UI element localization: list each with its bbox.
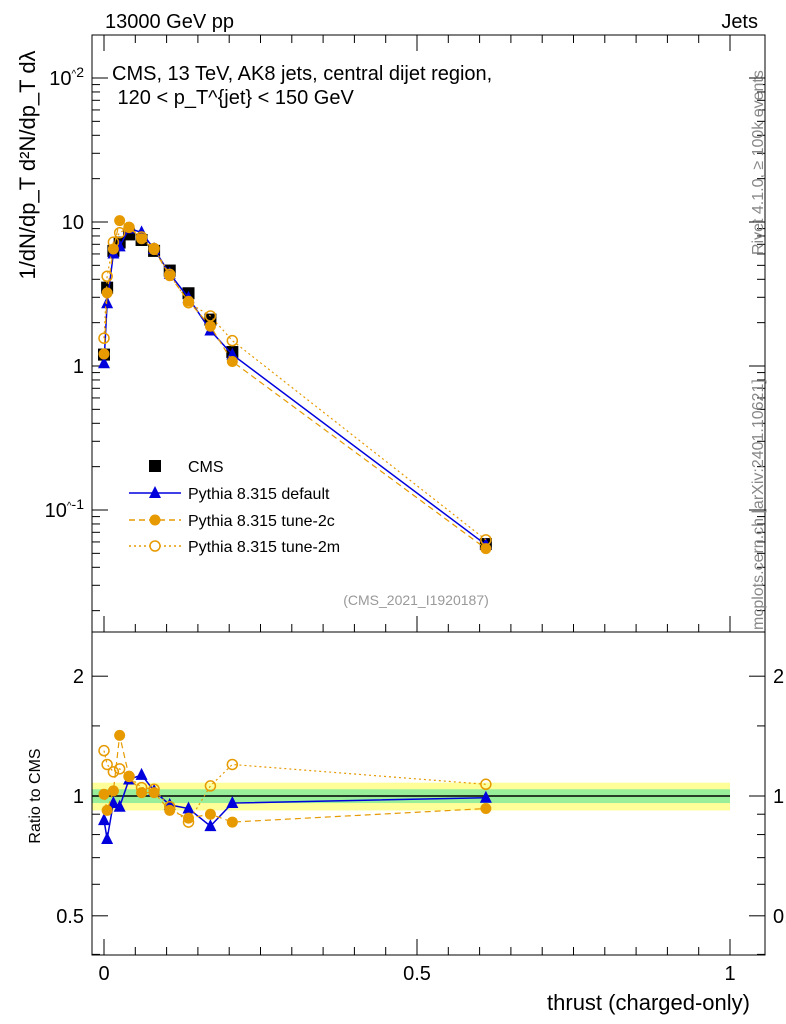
analysis-id: (CMS_2021_I1920187) [343,592,489,608]
x-tick-label: 0.5 [403,963,431,985]
y-tick-label: 10 [62,212,84,234]
data-point-2 [114,215,126,227]
data-point-1 [98,356,110,369]
legend-label: Pythia 8.315 default [188,486,330,503]
legend-label: CMS [188,459,224,476]
ratio-point-3 [182,816,195,828]
ratio-point-2 [148,787,160,799]
ratio-y-tick-label-right: 1 [773,786,784,808]
ratio-point-2 [107,785,119,797]
ratio-point-1 [226,796,239,809]
data-point-2 [226,355,238,367]
ratio-point-3 [148,783,160,795]
ratio-point-2 [164,804,176,816]
x-tick-label: 0 [98,963,109,985]
series-line-3 [103,226,487,541]
data-point-3 [148,242,160,255]
ratio-point-3 [163,800,176,813]
ratio-axis-title: Ratio to CMS [27,748,44,843]
x-tick-label: 1 [724,963,735,985]
data-point-3 [123,221,135,234]
data-point-3 [204,310,217,322]
ratio-point-2 [480,803,492,815]
data-point-2 [204,320,216,332]
ratio-point-2 [226,816,238,828]
ratio-point-3 [226,758,239,771]
plot-title: CMS, 13 TeV, AK8 jets, central dijet reg… [112,63,492,109]
ratio-y-tick-label: 1 [73,786,84,808]
ratio-y-tick-label-right: 0.5 [773,906,786,928]
data-point-3 [480,534,492,546]
ratio-frame [91,631,766,956]
data-point-3 [107,236,120,248]
data-point-3 [226,334,239,347]
ratio-y-tick-label-right: 2 [773,666,784,688]
ratio-point-1 [101,831,114,844]
y-axis-title: 1/dN/dp_T d²N/dp_T dλ [15,50,40,279]
rivet-label: Rivet 4.1.0, ≥ 100k events [750,70,767,255]
data-point-3 [182,296,195,309]
ratio-point-1 [135,767,148,780]
ratio-point-3 [101,758,113,771]
data-point-2 [98,348,110,360]
ratio-point-1 [98,813,110,826]
data-point-2 [123,221,135,233]
data-point-3 [113,226,126,239]
data-point-3 [101,270,113,283]
ratio-y-tick-label: 0.5 [56,906,84,928]
ratio-point-1 [113,799,126,812]
ratio-point-2 [204,808,216,820]
data-point-2 [480,543,492,555]
data-point-2 [101,287,113,299]
header-right: Jets [721,11,758,33]
data-point-3 [98,332,110,344]
ratio-y-tick-label: 2 [73,666,84,688]
ratio-point-2 [101,804,113,816]
ratio-point-3 [123,770,135,783]
ratio-point-2 [114,729,126,741]
legend-marker [149,540,161,552]
ratio-point-1 [204,819,217,832]
ratio-point-1 [107,796,120,809]
ratio-line-3 [103,750,486,823]
ratio-point-3 [113,763,126,775]
legend-label: Pythia 8.315 tune-2m [188,539,340,556]
x-axis-title: thrust (charged-only) [547,990,750,1015]
legend-marker [149,486,161,498]
ratio-point-2 [183,812,195,824]
ratio-point-3 [98,744,110,757]
ratio-point-2 [98,788,110,800]
series-line-2 [103,219,487,550]
ratio-point-3 [204,780,217,792]
data-point-3 [163,268,176,281]
header-left: 13000 GeV pp [105,11,234,33]
ratio-point-1 [479,790,492,803]
mcplots-label: mcplots.cern.ch [arXiv:2401.10621] [750,379,767,630]
legend-marker [149,460,161,472]
legend-marker [149,514,161,526]
ratio-point-3 [107,766,120,778]
y-tick-label: 1 [73,356,84,378]
y-tick-label: 10^2 [49,64,84,90]
legend-label: Pythia 8.315 tune-2c [188,513,335,530]
data-point-3 [135,231,148,243]
ratio-point-1 [182,801,195,814]
ratio-point-3 [135,781,148,794]
ratio-point-3 [480,778,492,791]
y-tick-label: 10^-1 [45,496,85,522]
